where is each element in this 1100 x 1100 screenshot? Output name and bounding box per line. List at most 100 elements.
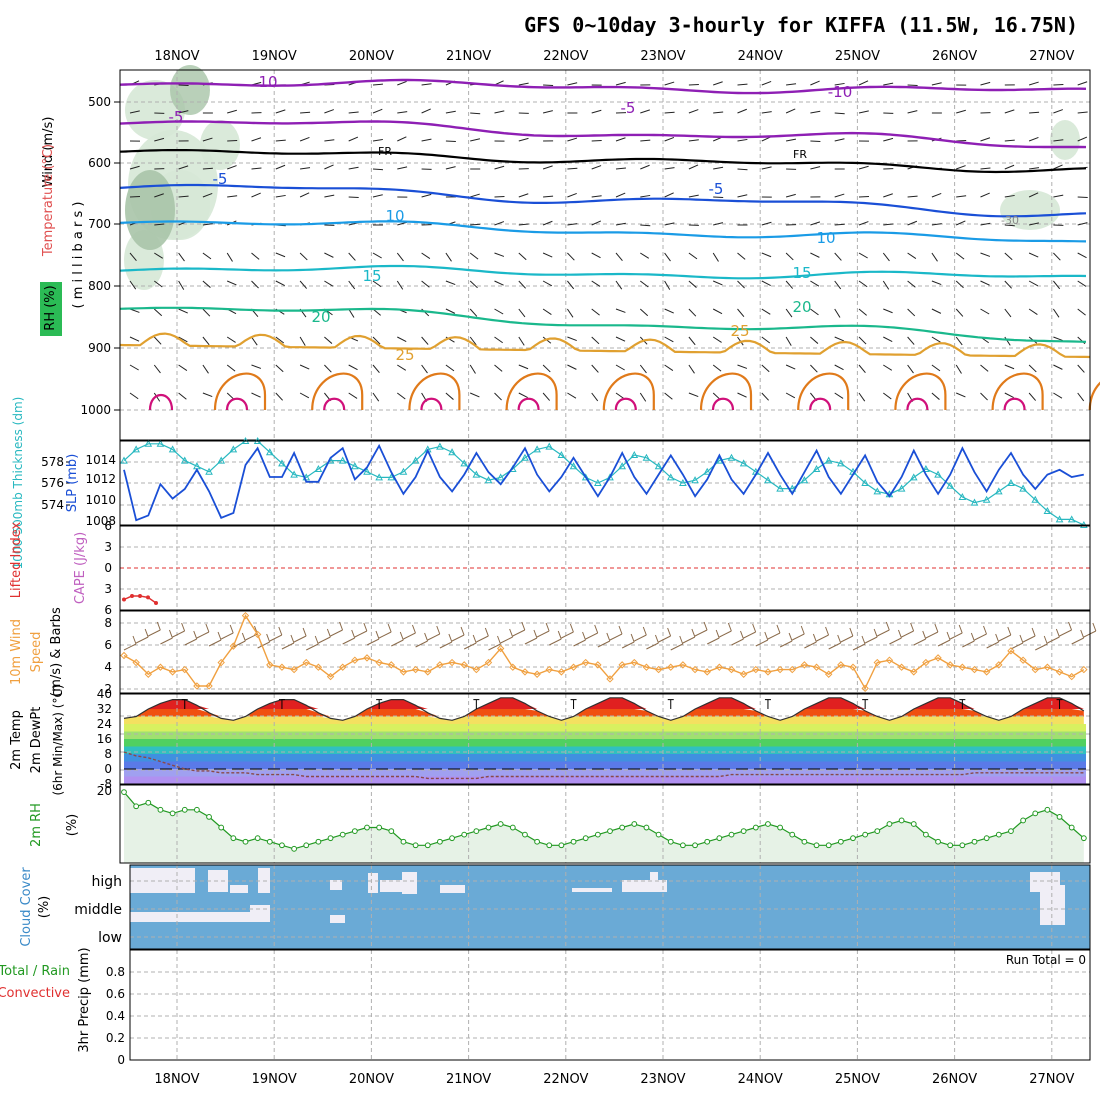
wind-barb xyxy=(411,624,416,634)
wind-barb xyxy=(567,223,578,226)
wind-barb xyxy=(1053,164,1063,170)
wind-barb xyxy=(1043,635,1048,645)
top-date-label: 24NOV xyxy=(738,49,783,64)
wind-barb xyxy=(509,628,514,638)
wind-barb xyxy=(1004,392,1014,398)
wind-barb xyxy=(299,364,310,370)
wind-barb xyxy=(931,82,942,86)
wind-barb xyxy=(883,137,894,142)
rh-point xyxy=(230,835,237,842)
wind-speed-point xyxy=(266,661,274,669)
thickness-point xyxy=(314,464,323,472)
wind-speed-point xyxy=(970,665,979,674)
wind-barb xyxy=(983,625,987,635)
wind-barb xyxy=(776,624,781,634)
wind-speed-point xyxy=(338,663,347,671)
wind-barb xyxy=(168,629,173,639)
wind-barb xyxy=(591,308,600,316)
precip-panel: 0.8 0.6 0.4 0.2 0 Run Total = 0 Total / Rain… xyxy=(0,947,1091,1067)
rh-point xyxy=(218,824,225,831)
slp-tick-label: 1008 xyxy=(85,514,116,528)
wind-barb xyxy=(998,634,1012,642)
upper-label-wind: Wind (m/s) xyxy=(41,117,56,188)
lifted-index-point xyxy=(130,594,134,598)
wind-barb xyxy=(688,280,697,288)
wind-barb xyxy=(542,392,551,401)
wind-barb xyxy=(958,624,963,634)
wind-barb xyxy=(591,252,601,259)
wind-speed-point xyxy=(351,656,359,664)
temp2m-label-3: (6hr Min/Max) (°C) xyxy=(51,684,65,795)
rh-point xyxy=(643,824,650,831)
wind-barb xyxy=(740,630,744,640)
thickness-point xyxy=(618,462,626,470)
thickness-point xyxy=(448,448,456,456)
wind-tick-label: 2 xyxy=(104,682,112,696)
wind-barb xyxy=(858,221,869,226)
wind-barb xyxy=(460,626,465,636)
wind-barb xyxy=(834,112,845,115)
rh-point xyxy=(412,842,419,849)
li-label-li: Lifted Index xyxy=(9,521,24,598)
wind-barb xyxy=(785,252,794,261)
wind-barb xyxy=(251,336,258,346)
wind-barb xyxy=(129,364,139,371)
wind-barb xyxy=(226,252,233,262)
rh-point xyxy=(886,821,893,827)
wind-barb xyxy=(397,364,407,371)
wind-barb xyxy=(956,392,966,398)
thickness-point xyxy=(666,473,675,481)
wind-barb xyxy=(372,392,380,402)
wind-barb xyxy=(1068,621,1073,631)
wind-barb xyxy=(910,622,915,632)
thickness-point xyxy=(897,484,906,492)
contour-label: 25 xyxy=(395,346,414,364)
thickness-point xyxy=(922,464,930,472)
wind-speed-point xyxy=(946,661,954,669)
wind-barb xyxy=(664,308,674,314)
wind-barb xyxy=(421,138,432,142)
wind-speed-point xyxy=(958,663,967,671)
wind-barb xyxy=(883,82,894,86)
wind-barb xyxy=(439,641,453,649)
wind-speed-point xyxy=(120,651,128,660)
thickness-tick-label: 578 xyxy=(41,455,64,469)
wind-barb xyxy=(591,195,602,198)
thickness-point xyxy=(1043,506,1052,514)
wind-barb xyxy=(664,336,674,343)
wind-barb xyxy=(955,308,964,317)
rh-point xyxy=(1020,817,1026,824)
wind-barb xyxy=(737,392,747,398)
wind-barb xyxy=(269,634,283,642)
wind-barb xyxy=(518,308,526,318)
wind-speed-point xyxy=(460,661,468,669)
wind-barb xyxy=(907,110,918,114)
contour-35 xyxy=(323,397,346,411)
contour-25 xyxy=(119,332,1091,359)
rh-point xyxy=(388,828,395,834)
wind-barb xyxy=(688,109,699,114)
wind-barb xyxy=(752,623,757,633)
contour-15 xyxy=(119,264,1087,280)
contour-label: -5 xyxy=(169,108,184,126)
wind-barb xyxy=(646,642,659,650)
thickness-point xyxy=(1055,515,1064,523)
wind-barb xyxy=(445,364,455,372)
wind-barb xyxy=(220,632,234,640)
wind-speed-point xyxy=(411,665,420,674)
wind-barb xyxy=(202,364,209,374)
upper-y-tick-label: 500 xyxy=(88,95,111,109)
wind-barb xyxy=(1077,196,1088,199)
contour-label: FR xyxy=(793,148,807,161)
thickness-point xyxy=(812,464,821,472)
wind-barb xyxy=(706,637,720,645)
wind-barb xyxy=(348,364,358,371)
wind-barb xyxy=(737,138,748,142)
cloud-gap xyxy=(572,888,612,892)
wind-speed-point xyxy=(581,658,590,667)
wind-barb xyxy=(640,194,651,198)
wind-barb xyxy=(931,252,938,262)
wind-barb xyxy=(1053,364,1063,370)
wind-barb xyxy=(962,640,975,648)
wind-barb xyxy=(1004,280,1012,289)
